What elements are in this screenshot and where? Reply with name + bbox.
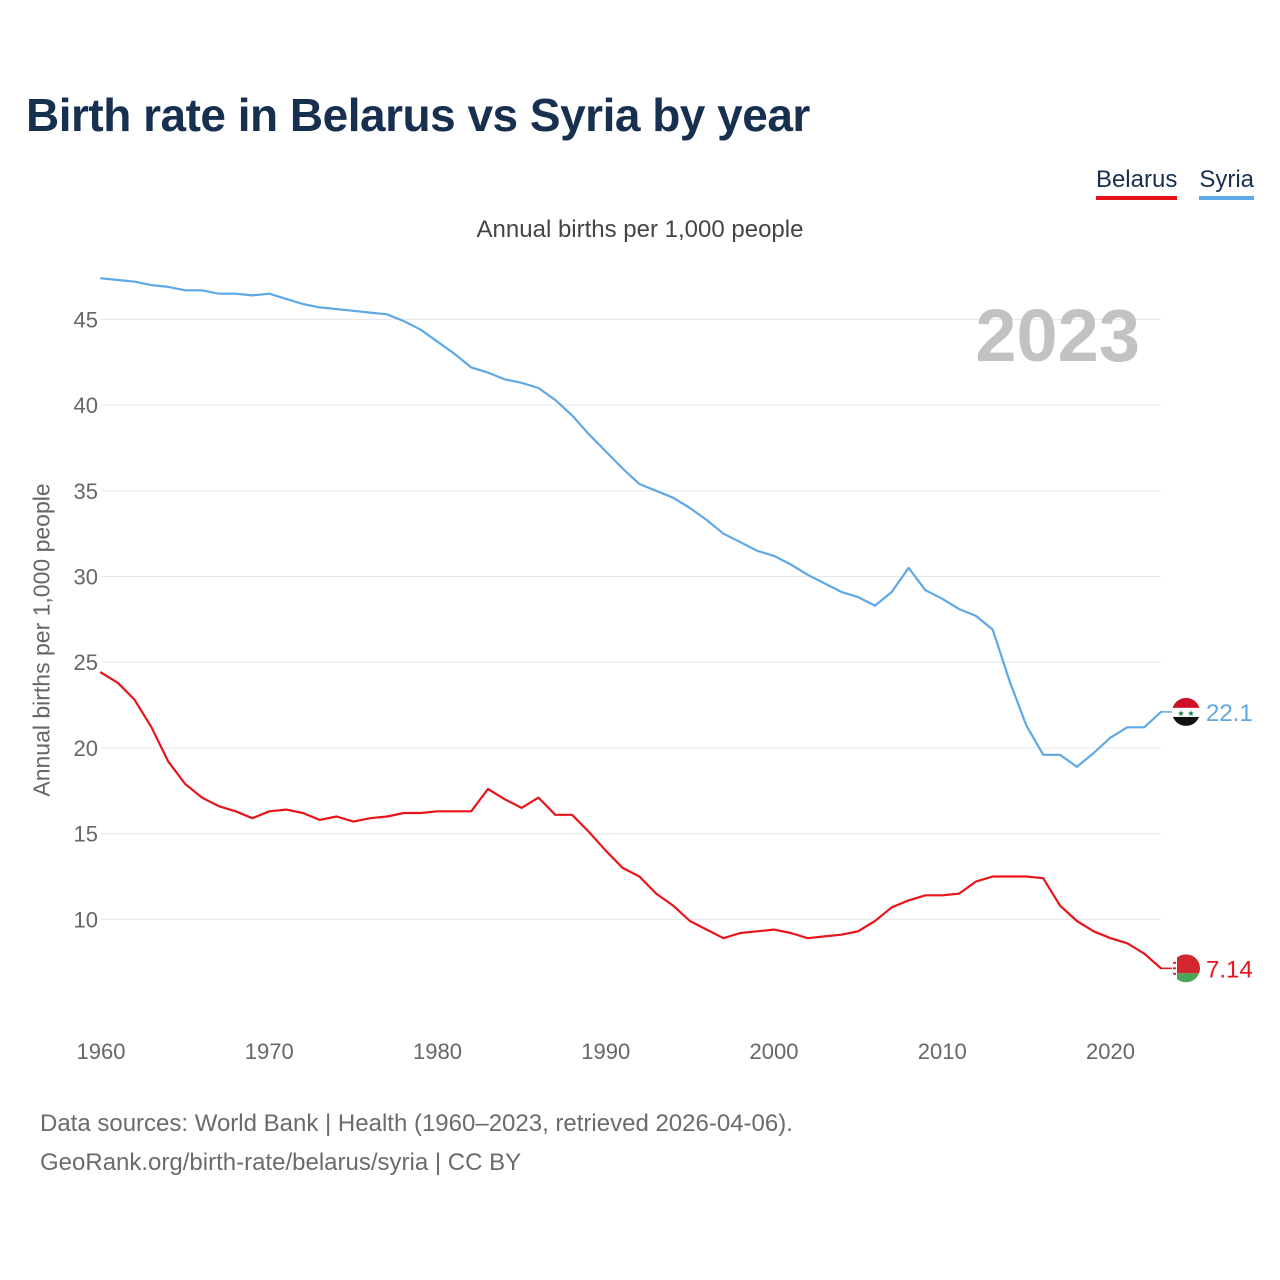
- source-line-2[interactable]: GeoRank.org/birth-rate/belarus/syria | C…: [40, 1149, 522, 1176]
- y-tick-label: 35: [74, 479, 98, 504]
- x-tick-label: 1960: [77, 1039, 126, 1064]
- chart-subtitle: Annual births per 1,000 people: [476, 216, 804, 243]
- x-tick-label: 1990: [581, 1039, 630, 1064]
- syria-flag-icon: ★ ★: [1172, 697, 1200, 726]
- legend-item-syria[interactable]: Syria: [1199, 166, 1254, 200]
- y-tick-label: 30: [74, 565, 98, 590]
- series-line-syria: [99, 277, 1163, 768]
- series-line-belarus: [99, 671, 1163, 970]
- chart-title: Birth rate in Belarus vs Syria by year: [26, 89, 810, 141]
- belarus-flag-icon: [1172, 954, 1200, 983]
- x-tick-label: 2000: [750, 1039, 799, 1064]
- y-tick-label: 40: [74, 393, 98, 418]
- source-line-1[interactable]: Data sources: World Bank | Health (1960–…: [40, 1110, 793, 1137]
- source-note: Data sources: World Bank | Health (1960–…: [40, 1104, 793, 1182]
- current-year-label: 2023: [975, 294, 1140, 377]
- legend: Belarus Syria: [1095, 166, 1254, 200]
- y-tick-label: 20: [74, 736, 98, 761]
- legend-item-belarus[interactable]: Belarus: [1095, 166, 1178, 200]
- end-label-belarus: 7.14: [1206, 956, 1253, 983]
- y-tick-label: 15: [74, 822, 98, 847]
- x-tick-label: 1980: [413, 1039, 462, 1064]
- x-tick-label: 2020: [1086, 1039, 1135, 1064]
- x-tick-label: 1970: [245, 1039, 294, 1064]
- y-tick-label: 25: [74, 650, 98, 675]
- y-tick-label: 10: [74, 907, 98, 932]
- x-tick-label: 2010: [918, 1039, 967, 1064]
- end-label-syria: 22.1: [1206, 700, 1253, 727]
- y-tick-label: 45: [74, 307, 98, 332]
- svg-text:★: ★: [1177, 709, 1184, 718]
- svg-text:★: ★: [1187, 709, 1194, 718]
